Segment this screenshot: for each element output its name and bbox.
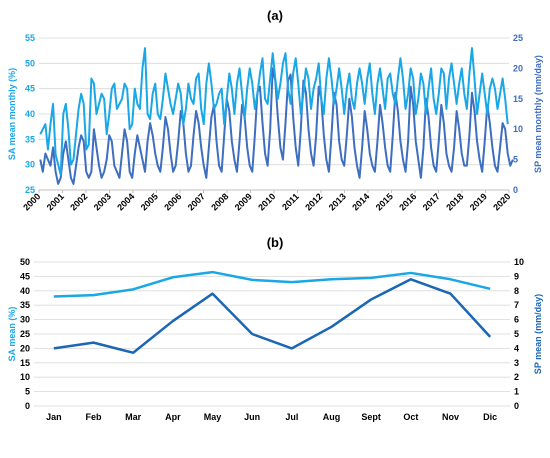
panel-a-x-tick-label: 2018 — [444, 191, 465, 212]
panel-a-x-tick-label: 2006 — [162, 191, 183, 212]
panel-b-x-tick-label: Mar — [125, 412, 142, 422]
panel-b-x-tick-label: Jul — [285, 412, 298, 422]
panel-b-right-tick-label: 5 — [514, 329, 519, 339]
panel-b-right-tick-label: 6 — [514, 315, 519, 325]
panel-b-right-axis-label: SP mean (mm/day) — [533, 294, 543, 374]
panel-a-right-axis-label: SP mean monthly (mm/day) — [533, 55, 543, 173]
panel-b-series-sp-line — [53, 278, 492, 354]
panel-a-title: (a) — [267, 8, 283, 23]
panel-b-left-tick-label: 45 — [20, 271, 30, 281]
panel-b-x-tick-label: Jun — [244, 412, 260, 422]
panel-b-left-tick-label: 10 — [20, 372, 30, 382]
panel-b-left-tick-label: 0 — [25, 401, 30, 411]
panel-a-x-tick-label: 2001 — [45, 191, 66, 212]
panel-b-left-tick-label: 50 — [20, 257, 30, 267]
panel-a-x-tick-label: 2015 — [374, 191, 395, 212]
panel-b-left-tick-label: 30 — [20, 315, 30, 325]
panel-a-right-tick-label: 5 — [513, 155, 518, 165]
panel-a-series-sa-line — [39, 47, 509, 176]
panel-a-x-tick-label: 2008 — [209, 191, 230, 212]
panel-b-left-axis-label: SA mean (%) — [7, 307, 17, 362]
panel-a-left-tick-label: 50 — [25, 58, 35, 68]
panel-a-left-tick-label: 40 — [25, 109, 35, 119]
panel-a-left-tick-label: 35 — [25, 134, 35, 144]
panel-a-x-tick-label: 2011 — [280, 191, 301, 212]
panel-a-x-tick-label: 2012 — [303, 191, 324, 212]
panel-a-x-tick-label: 2007 — [186, 191, 207, 212]
panel-b-left-tick-label: 15 — [20, 358, 30, 368]
panel-a-x-tick-label: 2013 — [327, 191, 348, 212]
panel-a-right-tick-label: 0 — [513, 185, 518, 195]
panel-a-x-tick-label: 2014 — [350, 191, 371, 212]
panel-a-x-tick-label: 2016 — [397, 191, 418, 212]
panel-a-x-tick-label: 2017 — [421, 191, 442, 212]
panel-b-left-tick-label: 35 — [20, 300, 30, 310]
panel-b-left-tick-label: 40 — [20, 286, 30, 296]
panel-b-right-tick-label: 9 — [514, 271, 519, 281]
panel-b-x-tick-label: Nov — [442, 412, 459, 422]
panel-a-right-ticks: 0 5 10 15 20 25 — [513, 33, 523, 195]
panel-a-x-tick-label: 2003 — [92, 191, 113, 212]
panel-a-right-tick-label: 20 — [513, 63, 523, 73]
panel-b-series-sa-line — [53, 270, 491, 298]
panel-b-right-tick-label: 2 — [514, 372, 519, 382]
panel-b-x-tick-label: Oct — [403, 412, 418, 422]
panel-b-x-tick-label: Apr — [165, 412, 181, 422]
panel-a-x-tick-label: 2004 — [115, 191, 136, 212]
panel-b-right-tick-label: 0 — [514, 401, 519, 411]
panel-a-x-ticks: 2000 2001 2002 2003 2004 2005 2006 2007 2008 2009… — [21, 191, 512, 212]
panel-a-series — [39, 47, 514, 185]
panel-a-right-tick-label: 10 — [513, 124, 523, 134]
panel-b-right-tick-label: 3 — [514, 358, 519, 368]
panel-b-x-tick-label: May — [204, 412, 222, 422]
panel-a-x-tick-label: 2010 — [256, 191, 277, 212]
panel-a-series-sp-line — [39, 67, 514, 185]
panel-b-right-tick-label: 4 — [514, 343, 519, 353]
panel-b-x-tick-label: Aug — [323, 412, 341, 422]
panel-b-left-tick-label: 20 — [20, 343, 30, 353]
panel-b-x-ticks: Jan Feb Mar Apr May Jun Jul Aug Sept Oct Nov Dic — [46, 412, 497, 422]
panel-b-right-tick-label: 8 — [514, 286, 519, 296]
panel-b-x-tick-label: Dic — [483, 412, 497, 422]
panel-b-series — [53, 270, 492, 354]
panel-b-title: (b) — [267, 235, 284, 250]
panel-a-left-tick-label: 25 — [25, 185, 35, 195]
panel-a-left-tick-label: 45 — [25, 84, 35, 94]
panel-a-x-tick-label: 2019 — [468, 191, 489, 212]
panel-b-left-tick-label: 25 — [20, 329, 30, 339]
panel-b-right-tick-label: 1 — [514, 387, 519, 397]
panel-b-right-ticks: 0 1 2 3 4 5 6 7 8 9 10 — [514, 257, 524, 411]
panel-a-x-tick-label: 2009 — [233, 191, 254, 212]
panel-a-x-tick-label: 2002 — [68, 191, 89, 212]
panel-b-x-tick-label: Sept — [361, 412, 381, 422]
panel-b-left-ticks: 0 5 10 15 20 25 30 35 40 45 50 — [20, 257, 30, 411]
panel-a-x-tick-label: 2020 — [491, 191, 512, 212]
panel-b-x-tick-label: Jan — [46, 412, 62, 422]
panel-a-left-ticks: 25 30 35 40 45 50 55 — [25, 33, 35, 195]
panel-a: (a) 25 30 35 40 45 50 55 0 5 10 15 20 25 2000 2001 20… — [7, 8, 543, 213]
panel-b-x-tick-label: Feb — [85, 412, 102, 422]
panel-a-axes — [38, 189, 510, 193]
panel-a-left-tick-label: 55 — [25, 33, 35, 43]
panel-a-x-tick-label: 2005 — [139, 191, 160, 212]
panel-a-left-axis-label: SA mean monthly (%) — [7, 68, 17, 160]
panel-b-right-tick-label: 7 — [514, 300, 519, 310]
panel-b-right-tick-label: 10 — [514, 257, 524, 267]
panel-b-gridlines — [34, 261, 510, 407]
panel-a-right-tick-label: 25 — [513, 33, 523, 43]
panel-a-right-tick-label: 15 — [513, 94, 523, 104]
panel-b-left-tick-label: 5 — [25, 387, 30, 397]
panel-a-left-tick-label: 30 — [25, 160, 35, 170]
